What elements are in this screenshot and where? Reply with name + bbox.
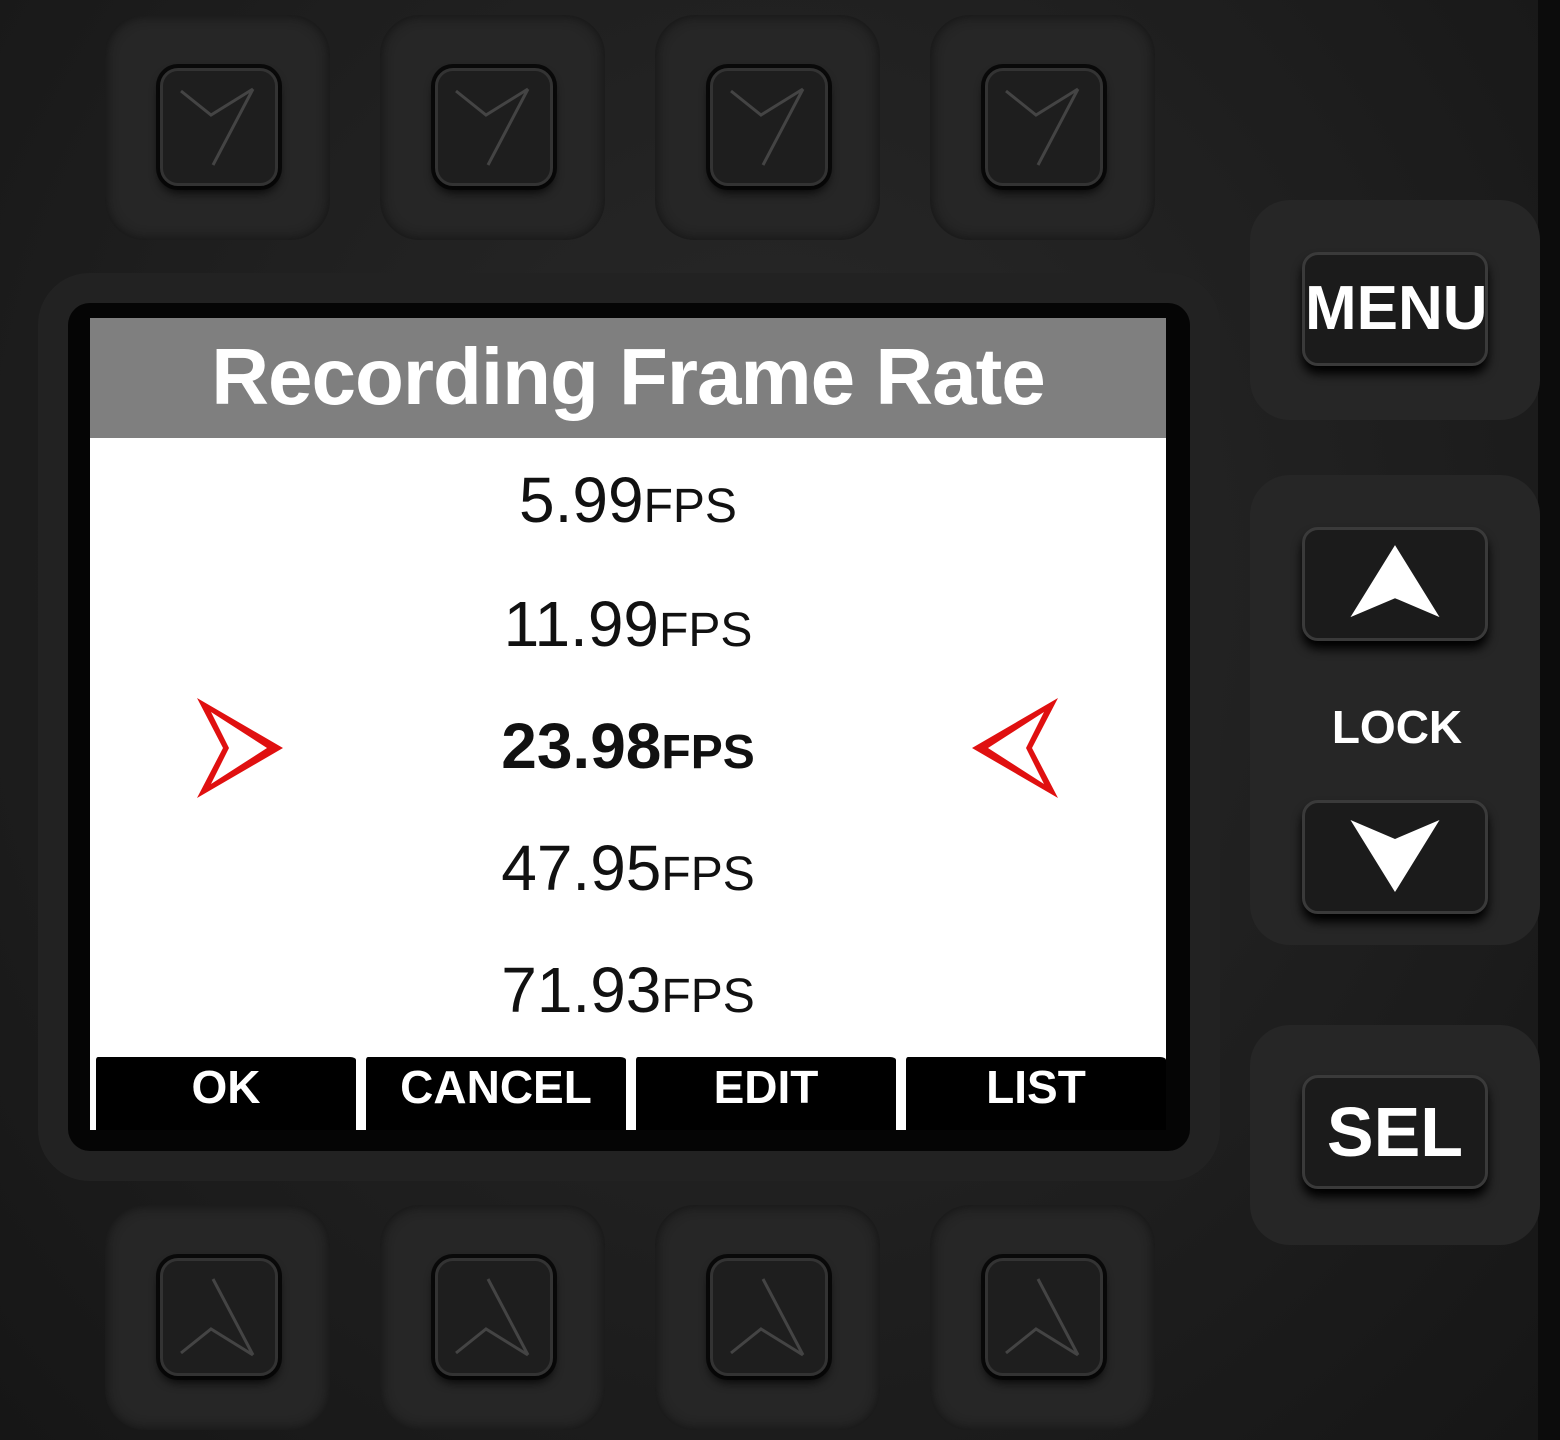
softkey-cancel[interactable]: CANCEL bbox=[362, 1054, 626, 1130]
item-unit: FPS bbox=[661, 726, 755, 779]
chevron-down-icon bbox=[730, 87, 805, 166]
top-softkey-1[interactable] bbox=[160, 68, 278, 186]
item-value: 47.95 bbox=[501, 832, 662, 904]
screen-title: Recording Frame Rate bbox=[90, 318, 1166, 438]
bottom-softkey-ok[interactable] bbox=[160, 1258, 278, 1376]
bottom-softkey-list[interactable] bbox=[985, 1258, 1103, 1376]
softkey-ok[interactable]: OK bbox=[92, 1054, 356, 1130]
chevron-up-icon bbox=[455, 1278, 530, 1357]
list-item-selected[interactable]: 23.98FPS bbox=[90, 706, 1166, 793]
item-unit: FPS bbox=[659, 604, 753, 657]
softkey-bar: OK CANCEL EDIT LIST bbox=[90, 1054, 1166, 1130]
lcd-screen: Recording Frame Rate 5.99FPS 11.99FPS 23… bbox=[90, 318, 1166, 1130]
list-item[interactable]: 47.95FPS bbox=[90, 828, 1166, 915]
list-item[interactable]: 71.93FPS bbox=[90, 950, 1166, 1037]
triangle-down-icon bbox=[1350, 820, 1440, 893]
down-button[interactable] bbox=[1302, 800, 1488, 914]
top-softkey-4[interactable] bbox=[985, 68, 1103, 186]
menu-button[interactable]: MENU bbox=[1302, 252, 1488, 366]
selection-arrow-left-icon bbox=[972, 698, 1058, 798]
softkey-list[interactable]: LIST bbox=[902, 1054, 1166, 1130]
lock-label: LOCK bbox=[1331, 701, 1463, 753]
top-softkey-2[interactable] bbox=[435, 68, 553, 186]
chevron-down-icon bbox=[1005, 87, 1080, 166]
item-value: 23.98 bbox=[501, 710, 662, 782]
chevron-up-icon bbox=[180, 1278, 255, 1357]
item-unit: FPS bbox=[661, 970, 755, 1023]
triangle-up-icon bbox=[1350, 545, 1440, 618]
chevron-up-icon bbox=[1005, 1278, 1080, 1357]
bottom-softkey-edit[interactable] bbox=[710, 1258, 828, 1376]
selection-arrow-right-icon bbox=[197, 698, 283, 798]
item-unit: FPS bbox=[643, 480, 737, 533]
item-value: 5.99 bbox=[519, 464, 644, 536]
chevron-up-icon bbox=[730, 1278, 805, 1357]
panel-edge bbox=[1538, 0, 1560, 1440]
top-softkey-3[interactable] bbox=[710, 68, 828, 186]
sel-button[interactable]: SEL bbox=[1302, 1075, 1488, 1189]
softkey-edit[interactable]: EDIT bbox=[632, 1054, 896, 1130]
list-item[interactable]: 5.99FPS bbox=[90, 460, 1166, 547]
item-value: 11.99 bbox=[503, 588, 660, 660]
up-button[interactable] bbox=[1302, 527, 1488, 641]
item-unit: FPS bbox=[661, 848, 755, 901]
item-value: 71.93 bbox=[501, 954, 662, 1026]
chevron-down-icon bbox=[180, 87, 255, 166]
chevron-down-icon bbox=[455, 87, 530, 166]
list-item[interactable]: 11.99FPS bbox=[90, 584, 1166, 671]
bottom-softkey-cancel[interactable] bbox=[435, 1258, 553, 1376]
